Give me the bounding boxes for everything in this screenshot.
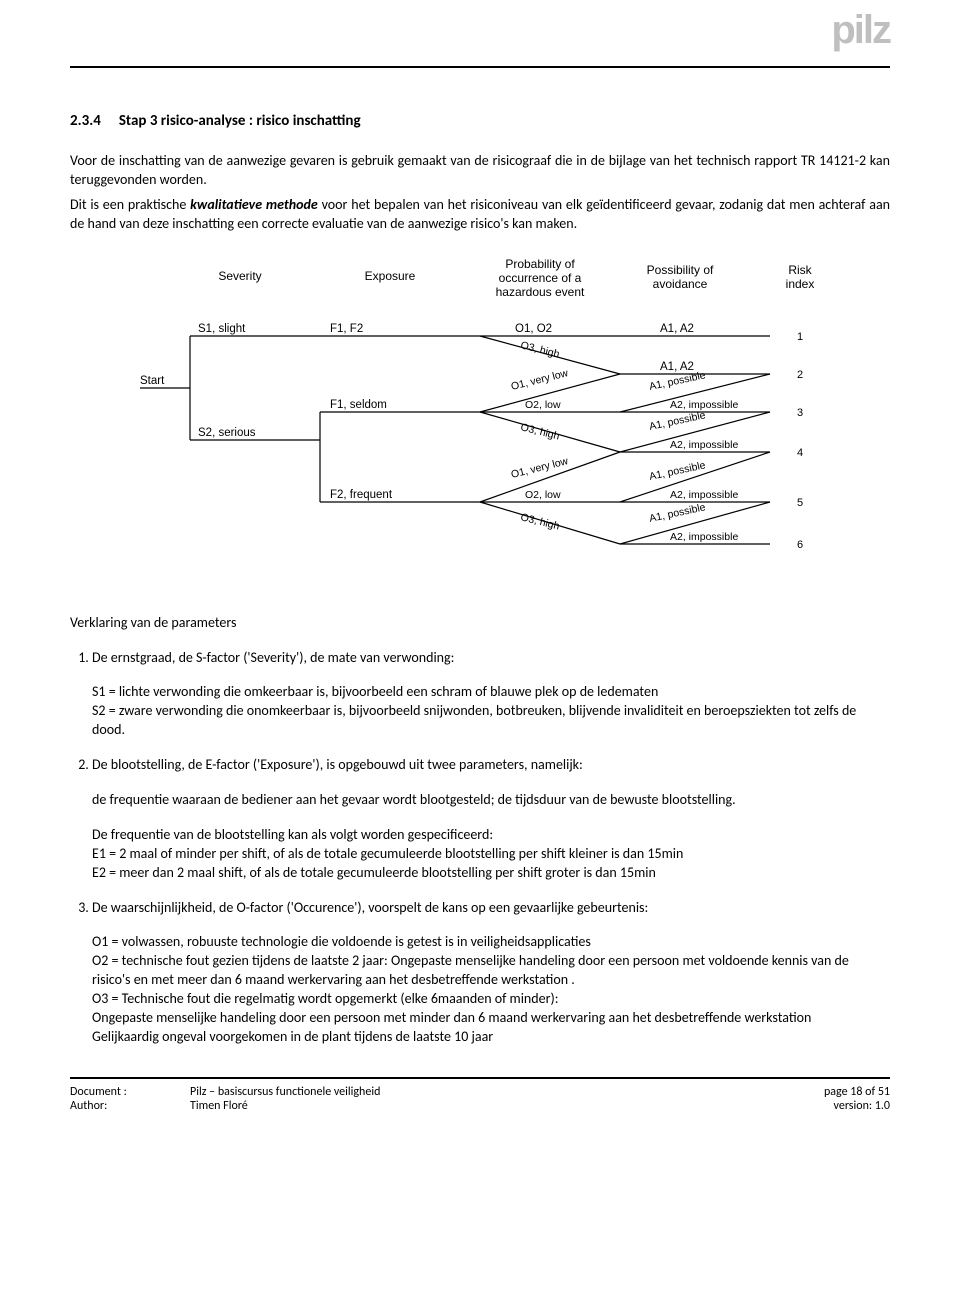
svg-text:A2, impossible: A2, impossible — [670, 531, 738, 543]
e-definitions: De frequentie van de blootstelling kan a… — [92, 826, 890, 883]
section-number: 2.3.4 — [70, 112, 101, 130]
intro-para-2: Dit is een praktische kwalitatieve metho… — [70, 196, 890, 234]
section-heading: 2.3.4 Stap 3 risico-analyse : risico insc… — [70, 112, 890, 130]
svg-text:S2, serious: S2, serious — [198, 427, 256, 439]
svg-text:F1, F2: F1, F2 — [330, 323, 363, 335]
svg-text:A1, possible: A1, possible — [648, 501, 707, 525]
svg-text:O1, very low: O1, very low — [510, 367, 570, 393]
s-definitions: S1 = lichte verwonding die omkeerbaar is… — [92, 683, 890, 740]
svg-text:5: 5 — [797, 497, 803, 509]
svg-text:O1, O2: O1, O2 — [515, 323, 552, 335]
footer-author-label: Author: — [70, 1099, 190, 1113]
header-rule — [70, 66, 890, 68]
svg-text:F1, seldom: F1, seldom — [330, 399, 387, 411]
svg-text:1: 1 — [797, 331, 803, 343]
svg-text:A1, possible: A1, possible — [648, 459, 707, 483]
footer-author-value: Timen Floré — [190, 1099, 770, 1113]
o-definitions: O1 = volwassen, robuuste technologie die… — [92, 933, 890, 1046]
risk-graph-diagram: Severity Exposure Probability of occurre… — [120, 256, 840, 566]
document-page: pilz 2.3.4 Stap 3 risico-analyse : risico… — [0, 0, 960, 1304]
svg-text:O2, low: O2, low — [525, 489, 561, 501]
param-item-1: De ernstgraad, de S-factor ('Severity'),… — [92, 649, 890, 668]
svg-text:O3, high: O3, high — [519, 511, 561, 532]
svg-text:hazardous event: hazardous event — [496, 285, 585, 299]
svg-text:O2, low: O2, low — [525, 399, 561, 411]
svg-text:6: 6 — [797, 539, 803, 551]
svg-text:occurrence of a: occurrence of a — [499, 271, 582, 285]
svg-text:A1, possible: A1, possible — [648, 409, 707, 433]
footer-doc-value: Pilz – basiscursus functionele veilighei… — [190, 1085, 770, 1099]
section-title: Stap 3 risico-analyse : risico inschatti… — [119, 112, 361, 130]
footer-rule — [70, 1077, 890, 1079]
keyword-method: kwalitatieve methode — [190, 196, 318, 213]
param-item-2: De blootstelling, de E-factor ('Exposure… — [92, 756, 890, 775]
brand-logo: pilz — [831, 10, 890, 50]
svg-text:O1, very low: O1, very low — [510, 455, 570, 481]
svg-text:A1, A2: A1, A2 — [660, 323, 694, 335]
e-intro: de frequentie waaraan de bediener aan he… — [92, 791, 890, 810]
params-list-3: De waarschijnlijkheid, de O-factor ('Occ… — [92, 899, 890, 918]
svg-text:3: 3 — [797, 407, 803, 419]
page-footer: Document : Author: Pilz – basiscursus fu… — [70, 1085, 890, 1131]
svg-text:O3, high: O3, high — [519, 339, 561, 360]
footer-page: page 18 of 51 — [770, 1085, 890, 1099]
intro-para-1: Voor de inschatting van de aanwezige gev… — [70, 152, 890, 190]
svg-text:avoidance: avoidance — [653, 277, 708, 291]
params-list: De ernstgraad, de S-factor ('Severity'),… — [92, 649, 890, 668]
svg-text:Start: Start — [140, 375, 165, 387]
svg-text:O3, high: O3, high — [519, 421, 561, 442]
col-exposure: Exposure — [365, 269, 416, 283]
params-list-2: De blootstelling, de E-factor ('Exposure… — [92, 756, 890, 775]
svg-text:Probability of: Probability of — [505, 257, 575, 271]
svg-text:Risk: Risk — [788, 263, 812, 277]
param-item-3: De waarschijnlijkheid, de O-factor ('Occ… — [92, 899, 890, 918]
col-severity: Severity — [218, 269, 261, 283]
svg-text:2: 2 — [797, 369, 803, 381]
svg-text:index: index — [786, 277, 815, 291]
svg-text:4: 4 — [797, 447, 803, 459]
svg-text:A2, impossible: A2, impossible — [670, 399, 738, 411]
svg-text:F2, frequent: F2, frequent — [330, 489, 393, 501]
footer-version: version: 1.0 — [770, 1099, 890, 1113]
svg-text:A1, A2: A1, A2 — [660, 361, 694, 373]
footer-doc-label: Document : — [70, 1085, 190, 1099]
params-heading: Verklaring van de parameters — [70, 614, 890, 631]
svg-text:A2, impossible: A2, impossible — [670, 489, 738, 501]
svg-text:A2, impossible: A2, impossible — [670, 439, 738, 451]
svg-text:S1, slight: S1, slight — [198, 323, 246, 335]
svg-text:Possibility of: Possibility of — [647, 263, 714, 277]
